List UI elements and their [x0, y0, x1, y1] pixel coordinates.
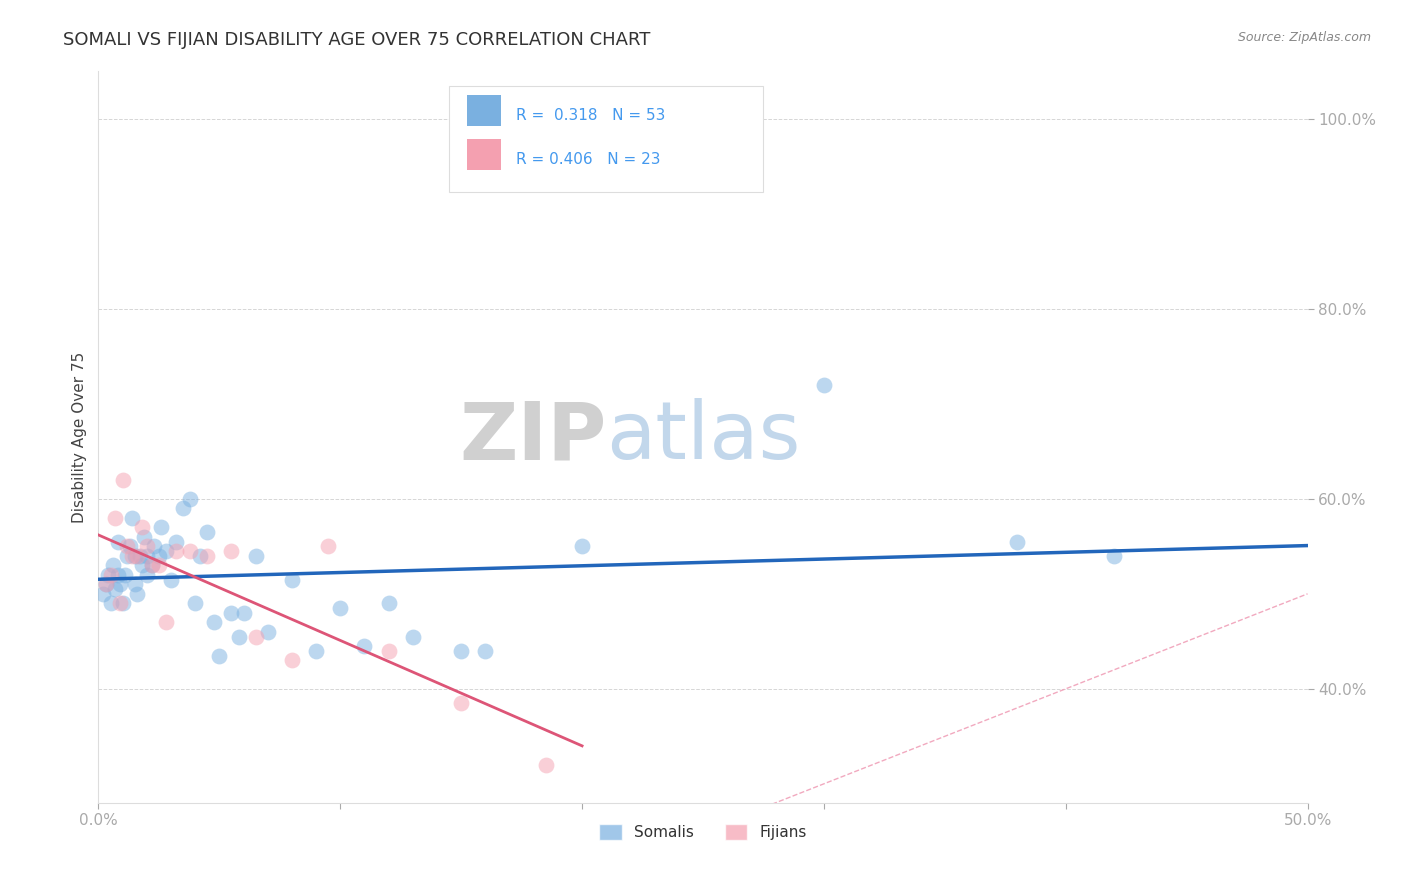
Point — [104, 582, 127, 596]
Point — [353, 639, 375, 653]
Point — [100, 596, 122, 610]
Point — [121, 511, 143, 525]
FancyBboxPatch shape — [467, 95, 501, 127]
Point — [195, 549, 218, 563]
Point — [121, 549, 143, 563]
Point — [329, 601, 352, 615]
Point — [127, 587, 149, 601]
Point — [377, 596, 399, 610]
Point — [221, 606, 243, 620]
Point — [117, 549, 139, 563]
Point — [474, 644, 496, 658]
Point — [450, 696, 472, 710]
Point — [305, 644, 328, 658]
Point — [281, 653, 304, 667]
Point — [179, 544, 201, 558]
Point — [165, 544, 187, 558]
FancyBboxPatch shape — [467, 139, 501, 170]
Point — [141, 558, 163, 573]
Point — [114, 567, 136, 582]
Point — [813, 377, 835, 392]
Point — [118, 539, 141, 553]
Text: R = 0.406   N = 23: R = 0.406 N = 23 — [516, 152, 659, 167]
Point — [245, 549, 267, 563]
Point — [131, 558, 153, 573]
Point — [94, 577, 117, 591]
Point — [143, 539, 166, 553]
Point — [127, 549, 149, 563]
Text: atlas: atlas — [606, 398, 800, 476]
Point — [188, 549, 211, 563]
Point — [141, 558, 163, 573]
FancyBboxPatch shape — [449, 86, 763, 192]
Point — [165, 534, 187, 549]
Point — [204, 615, 226, 630]
Point — [101, 558, 124, 573]
Point — [131, 520, 153, 534]
Point — [94, 577, 117, 591]
Point — [377, 644, 399, 658]
Point — [155, 544, 177, 558]
Point — [172, 501, 194, 516]
Point — [150, 520, 173, 534]
Point — [135, 539, 157, 553]
Point — [232, 606, 254, 620]
Point — [184, 596, 207, 610]
Point — [402, 630, 425, 644]
Point — [450, 644, 472, 658]
Text: ZIP: ZIP — [458, 398, 606, 476]
Point — [135, 567, 157, 582]
Point — [128, 549, 150, 563]
Point — [228, 630, 250, 644]
Point — [281, 573, 304, 587]
Point — [111, 596, 134, 610]
Point — [107, 534, 129, 549]
Point — [148, 558, 170, 573]
Point — [316, 539, 339, 553]
Point — [124, 577, 146, 591]
Legend: Somalis, Fijians: Somalis, Fijians — [593, 818, 813, 847]
Point — [108, 577, 131, 591]
Text: R =  0.318   N = 53: R = 0.318 N = 53 — [516, 108, 665, 123]
Y-axis label: Disability Age Over 75: Disability Age Over 75 — [72, 351, 87, 523]
Point — [107, 567, 129, 582]
Point — [155, 615, 177, 630]
Point — [195, 524, 218, 539]
Point — [221, 544, 243, 558]
Point — [179, 491, 201, 506]
Point — [135, 549, 157, 563]
Point — [91, 587, 114, 601]
Point — [148, 549, 170, 563]
Point — [117, 539, 139, 553]
Point — [124, 549, 146, 563]
Point — [108, 596, 131, 610]
Point — [160, 573, 183, 587]
Point — [571, 539, 593, 553]
Point — [111, 473, 134, 487]
Point — [1007, 534, 1029, 549]
Point — [208, 648, 231, 663]
Point — [97, 567, 120, 582]
Point — [256, 624, 278, 639]
Text: Source: ZipAtlas.com: Source: ZipAtlas.com — [1237, 31, 1371, 45]
Point — [245, 630, 267, 644]
Point — [100, 567, 122, 582]
Point — [534, 757, 557, 772]
Point — [1102, 549, 1125, 563]
Text: SOMALI VS FIJIAN DISABILITY AGE OVER 75 CORRELATION CHART: SOMALI VS FIJIAN DISABILITY AGE OVER 75 … — [63, 31, 651, 49]
Point — [134, 530, 156, 544]
Point — [104, 511, 127, 525]
